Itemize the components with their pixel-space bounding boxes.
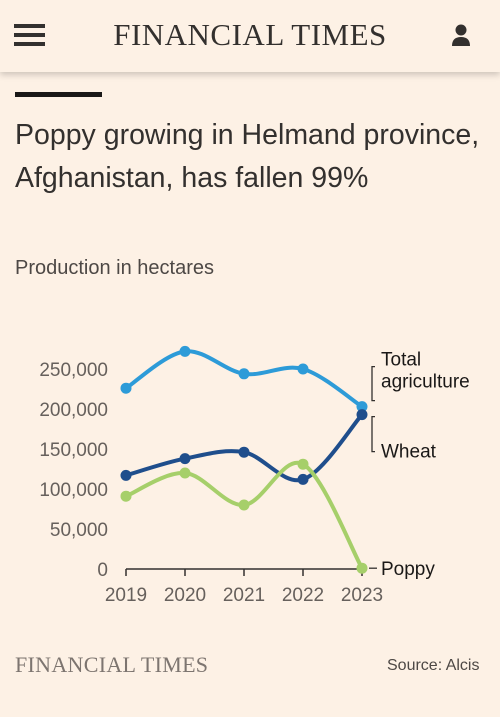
source-note: Source: Alcis (387, 657, 480, 674)
series-lines (124, 349, 364, 571)
wheat-point (120, 469, 132, 481)
footer-ft-logo: FINANCIAL TIMES (15, 652, 209, 677)
article-top-rule (15, 92, 102, 97)
poppy-label: Poppy (381, 559, 435, 580)
total-agriculture-point (179, 345, 191, 357)
total-agriculture-point (238, 368, 250, 380)
y-axis: 0 50,000 100,000 150,000 200,000 250,000 (39, 360, 108, 581)
hamburger-menu-icon[interactable] (14, 24, 45, 46)
wheat-point (356, 409, 368, 421)
x-tick-label: 2021 (223, 585, 265, 606)
line-chart: 0 50,000 100,000 150,000 200,000 250,000 2019… (39, 345, 470, 606)
total-agriculture-bracket (371, 365, 375, 402)
series-points (120, 345, 368, 574)
wheat-point (297, 473, 309, 485)
chart-title: Poppy growing in Helmand province, Afgha… (15, 119, 480, 194)
wheat-point (179, 453, 191, 465)
total-agriculture-label: agriculture (381, 372, 470, 393)
poppy-point (297, 458, 309, 470)
y-tick-label: 50,000 (50, 520, 108, 541)
poppy-point (179, 467, 191, 479)
poppy-point (238, 499, 250, 511)
total-agriculture-point (297, 363, 309, 375)
wheat-point (238, 446, 250, 458)
x-tick-label: 2019 (105, 585, 147, 606)
x-tick-label: 2022 (282, 585, 324, 606)
wheat-label: Wheat (381, 442, 437, 463)
total-agriculture-label: Total (381, 350, 421, 371)
total-agriculture-point (356, 401, 368, 413)
chart-subtitle: Production in hectares (15, 257, 215, 279)
top-navigation-bar: FINANCIAL TIMES (0, 0, 500, 72)
poppy-line (124, 460, 364, 571)
y-tick-label: 150,000 (39, 440, 108, 461)
y-tick-label: 100,000 (39, 480, 108, 501)
y-tick-label: 250,000 (39, 360, 108, 381)
x-axis: 2019 2020 2021 2022 2023 (105, 568, 383, 606)
wheat-bracket (371, 415, 375, 453)
ft-masthead[interactable]: FINANCIAL TIMES (113, 17, 387, 52)
poppy-point (356, 562, 368, 574)
x-tick-label: 2023 (341, 585, 383, 606)
user-account-icon[interactable] (451, 24, 471, 48)
y-tick-label: 200,000 (39, 400, 108, 421)
x-tick-label: 2020 (164, 585, 206, 606)
total-agriculture-point (120, 382, 132, 394)
poppy-point (120, 490, 132, 502)
y-tick-label: 0 (97, 560, 108, 581)
